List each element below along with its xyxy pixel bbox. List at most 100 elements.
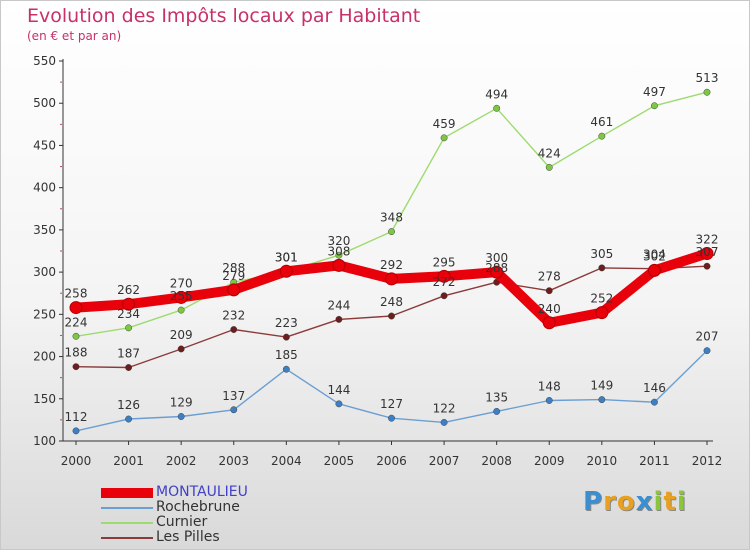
x-tick-label: 2012 xyxy=(692,454,723,468)
data-label: 234 xyxy=(117,307,140,321)
data-point xyxy=(282,333,290,341)
legend-label: Rochebrune xyxy=(156,499,240,515)
data-label: 135 xyxy=(485,390,508,404)
data-label: 301 xyxy=(275,250,298,264)
y-tick-label: 450 xyxy=(33,138,56,152)
chart-subtitle: (en € et par an) xyxy=(27,29,122,43)
x-tick-label: 2002 xyxy=(166,454,197,468)
data-point xyxy=(650,398,658,406)
data-point xyxy=(388,228,395,236)
data-label: 248 xyxy=(380,295,403,309)
data-point xyxy=(282,365,290,373)
data-point xyxy=(595,306,609,320)
data-point xyxy=(230,326,238,333)
data-point xyxy=(177,306,185,314)
x-tick-label: 2006 xyxy=(376,454,407,468)
x-tick-label: 2001 xyxy=(113,454,144,468)
legend-label: MONTAULIEU xyxy=(156,484,248,500)
y-tick-label: 200 xyxy=(33,350,56,364)
data-label: 288 xyxy=(222,261,245,275)
data-point xyxy=(493,407,501,415)
data-label: 244 xyxy=(327,298,350,312)
data-label: 137 xyxy=(222,389,245,403)
data-point xyxy=(598,396,606,404)
y-tick-label: 500 xyxy=(33,96,56,110)
data-label: 223 xyxy=(275,316,298,330)
data-point xyxy=(122,297,136,311)
y-tick-label: 550 xyxy=(33,54,56,68)
data-label: 278 xyxy=(538,270,561,284)
data-point xyxy=(335,315,343,323)
data-point xyxy=(385,272,398,286)
x-tick-label: 2003 xyxy=(218,454,249,468)
data-point xyxy=(335,400,343,408)
x-tick-label: 2004 xyxy=(271,454,302,468)
data-label: 270 xyxy=(170,276,193,290)
data-label: 461 xyxy=(590,115,613,129)
data-label: 224 xyxy=(65,315,88,329)
data-point xyxy=(72,427,80,435)
data-label: 129 xyxy=(170,396,193,410)
data-label: 149 xyxy=(590,379,613,393)
data-label: 322 xyxy=(696,233,719,247)
legend: MONTAULIEU Rochebrune Curnier Les Pilles xyxy=(101,485,248,545)
data-label: 272 xyxy=(433,275,456,289)
data-point xyxy=(177,345,185,353)
legend-item: Rochebrune xyxy=(101,500,248,515)
x-tick-label: 2009 xyxy=(534,454,565,468)
data-label: 307 xyxy=(696,245,719,259)
data-label: 302 xyxy=(643,249,666,263)
x-tick-label: 2008 xyxy=(481,454,512,468)
data-label: 146 xyxy=(643,381,666,395)
data-point xyxy=(440,134,448,142)
data-point xyxy=(545,287,553,295)
data-label: 308 xyxy=(327,244,350,258)
y-tick-label: 300 xyxy=(33,265,56,279)
data-label: 240 xyxy=(538,302,561,316)
y-tick-label: 350 xyxy=(33,223,56,237)
legend-label: Les Pilles xyxy=(156,529,220,545)
data-point xyxy=(230,406,238,414)
legend-swatch xyxy=(101,487,153,498)
x-tick-label: 2010 xyxy=(587,454,618,468)
data-label: 126 xyxy=(117,398,140,412)
y-tick-label: 150 xyxy=(33,392,56,406)
data-label: 262 xyxy=(117,283,140,297)
data-label: 348 xyxy=(380,211,403,225)
data-label: 424 xyxy=(538,146,561,160)
legend-item: Curnier xyxy=(101,515,248,530)
data-label: 185 xyxy=(275,348,298,362)
data-point xyxy=(125,364,133,371)
data-label: 304 xyxy=(643,248,666,262)
data-point xyxy=(545,397,553,404)
legend-swatch xyxy=(101,521,153,524)
data-label: 494 xyxy=(485,87,508,101)
data-label: 187 xyxy=(117,347,140,361)
data-point xyxy=(703,88,711,96)
data-label: 112 xyxy=(65,410,88,424)
data-point xyxy=(440,418,448,426)
data-point xyxy=(490,265,504,279)
legend-item: MONTAULIEU xyxy=(101,485,248,500)
data-point xyxy=(174,290,188,304)
data-point xyxy=(72,332,80,340)
x-tick-label: 2000 xyxy=(61,454,92,468)
legend-swatch xyxy=(101,536,153,539)
data-label: 320 xyxy=(327,234,350,248)
y-tick-label: 100 xyxy=(33,434,56,448)
data-label: 252 xyxy=(590,292,613,306)
data-label: 148 xyxy=(538,379,561,393)
y-tick-label: 250 xyxy=(33,307,56,321)
data-label: 258 xyxy=(65,287,88,301)
legend-swatch xyxy=(101,506,153,509)
data-point xyxy=(542,316,556,330)
data-label: 288 xyxy=(485,261,508,275)
data-point xyxy=(700,247,714,261)
data-label: 255 xyxy=(170,289,193,303)
data-point xyxy=(227,283,241,297)
data-point xyxy=(647,263,661,277)
data-point xyxy=(125,324,133,332)
chart-title: Evolution des Impôts locaux par Habitant xyxy=(27,5,421,27)
data-label: 232 xyxy=(222,309,245,323)
